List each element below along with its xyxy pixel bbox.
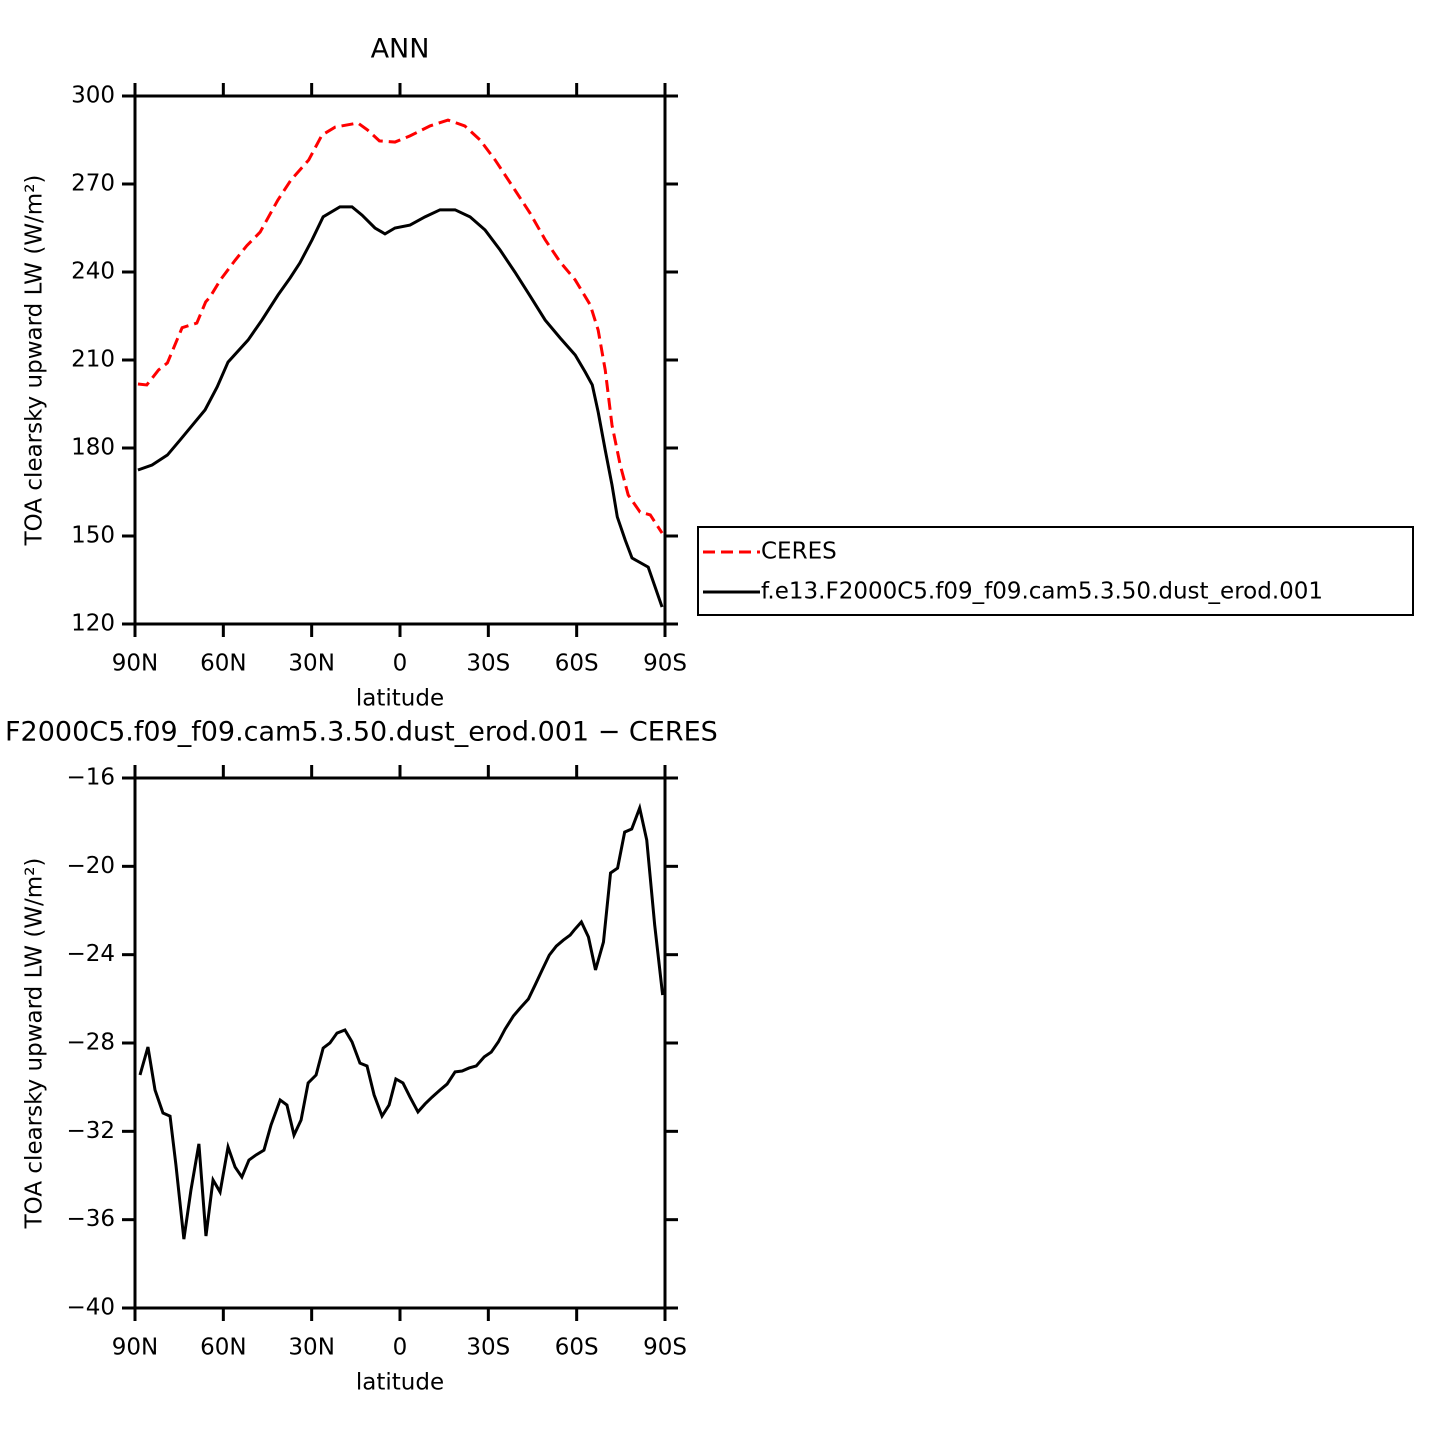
legend-box	[697, 526, 1414, 616]
y-tick-label: 120	[71, 611, 115, 637]
x-tick-label: 0	[393, 651, 408, 677]
y-tick-label: −16	[66, 765, 115, 791]
x-axis-label: latitude	[356, 1370, 444, 1396]
x-tick-label: 60S	[555, 1335, 599, 1361]
x-tick-label: 30S	[466, 651, 510, 677]
y-axis-label: TOA clearsky upward LW (W/m²)	[22, 175, 48, 547]
y-tick-label: 150	[71, 523, 115, 549]
y-tick-label: 210	[71, 347, 115, 373]
x-tick-label: 0	[393, 1335, 408, 1361]
plot-frame	[133, 94, 667, 626]
y-tick-label: −28	[66, 1030, 115, 1056]
legend-label: f.e13.F2000C5.f09_f09.cam5.3.50.dust_ero…	[761, 579, 1323, 605]
plot-frame	[133, 776, 667, 1310]
x-tick-label: 60N	[200, 651, 246, 677]
x-tick-label: 90N	[112, 651, 158, 677]
legend-label: CERES	[761, 539, 837, 565]
x-axis-label: latitude	[356, 686, 444, 712]
x-tick-label: 30N	[288, 1335, 334, 1361]
data-line	[137, 205, 664, 608]
data-line	[138, 802, 665, 1240]
chart-title: ANN	[371, 34, 430, 65]
y-tick-label: 180	[71, 435, 115, 461]
x-tick-label: 90S	[643, 1335, 687, 1361]
x-tick-label: 90S	[643, 651, 687, 677]
y-tick-label: −32	[66, 1118, 115, 1144]
y-axis-label: TOA clearsky upward LW (W/m²)	[22, 858, 48, 1230]
y-tick-label: −36	[66, 1206, 115, 1232]
data-line	[137, 118, 664, 534]
x-tick-label: 30S	[466, 1335, 510, 1361]
x-tick-label: 60N	[200, 1335, 246, 1361]
y-tick-label: −24	[66, 941, 115, 967]
y-tick-label: 270	[71, 171, 115, 197]
x-tick-label: 60S	[555, 651, 599, 677]
y-tick-label: −40	[66, 1295, 115, 1321]
x-tick-label: 90N	[112, 1335, 158, 1361]
x-tick-label: 30N	[288, 651, 334, 677]
y-tick-label: 240	[71, 259, 115, 285]
y-tick-label: 300	[71, 83, 115, 109]
chart-title: F2000C5.f09_f09.cam5.3.50.dust_erod.001 …	[5, 717, 718, 748]
y-tick-label: −20	[66, 853, 115, 879]
